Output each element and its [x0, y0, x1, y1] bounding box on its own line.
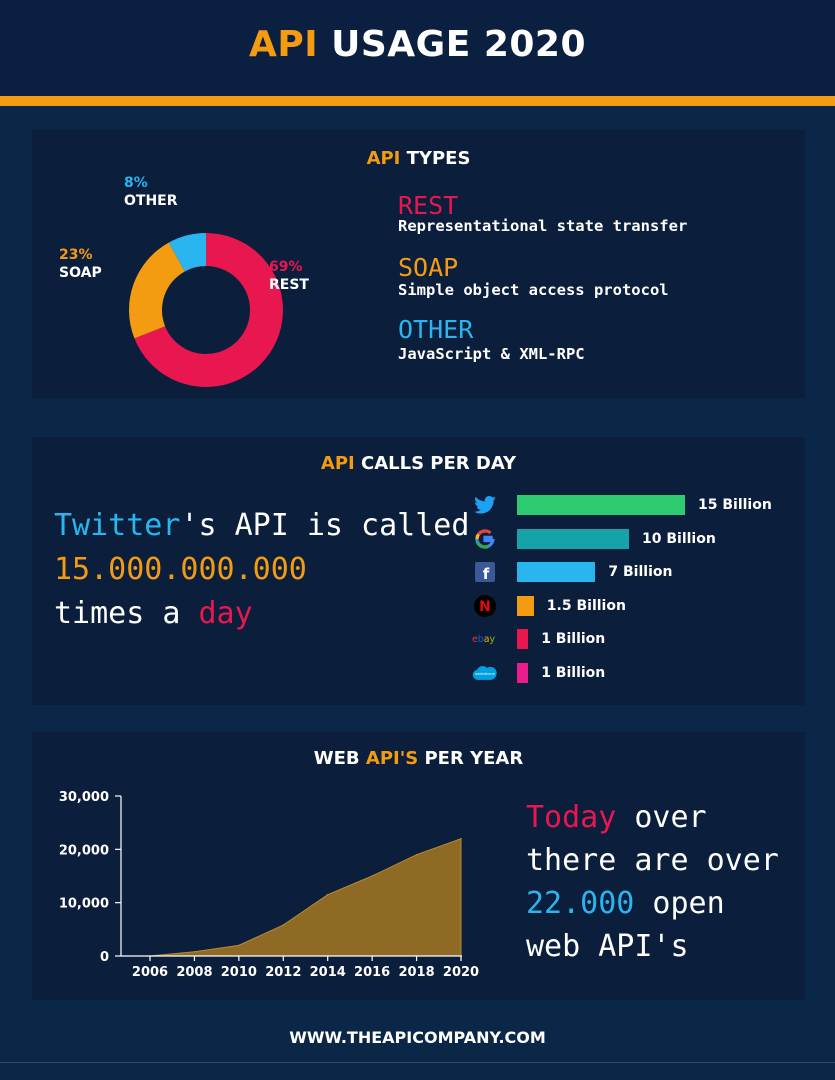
- donut-slice-other: [168, 233, 206, 272]
- web-apis-title: WEB API'S PER YEAR: [32, 748, 805, 769]
- bar-label-netflix: 1.5 Billion: [546, 597, 626, 614]
- web-text-number: 22.000: [526, 886, 635, 921]
- calls-text-day: day: [198, 596, 253, 631]
- x-tick-label: 2016: [354, 965, 390, 980]
- area-point-2020: [460, 837, 462, 840]
- x-tick-label: 2008: [176, 965, 212, 980]
- bar-facebook: [517, 562, 596, 582]
- api-calls-title-accent: API: [320, 453, 355, 474]
- calls-text-times-a: times a: [54, 596, 199, 631]
- netflix-icon: N: [472, 594, 498, 618]
- donut-label-other-name: OTHER: [124, 193, 178, 209]
- donut-slice-rest: [134, 233, 283, 387]
- legend-rest-name: REST: [398, 191, 459, 220]
- bar-twitter: [517, 495, 685, 515]
- y-tick-label: 20,000: [59, 843, 109, 858]
- donut-label-other-value: 8%: [124, 175, 148, 191]
- x-tick-label: 2010: [221, 965, 257, 980]
- area-series: [149, 837, 462, 957]
- web-apis-title-accent: API'S: [365, 748, 419, 769]
- x-tick-label: 2018: [398, 965, 434, 980]
- google-icon: [472, 527, 498, 551]
- api-calls-panel: API CALLS PER DAY Twitter's API is calle…: [32, 437, 805, 705]
- web-apis-title-pre: WEB: [313, 748, 366, 769]
- header-accent-bar: [0, 96, 835, 106]
- legend-soap-desc: Simple object access protocol: [398, 281, 669, 299]
- page-title: API USAGE 2020: [0, 24, 835, 65]
- web-text-line4: web API's: [526, 929, 689, 964]
- bar-google: [517, 528, 629, 549]
- bar-label-twitter: 15 Billion: [698, 497, 772, 513]
- web-text-over: over: [616, 800, 707, 835]
- api-types-title-accent: API: [366, 148, 401, 169]
- bar-label-salesforce: 1 Billion: [541, 664, 606, 681]
- bar-label-ebay: 1 Billion: [541, 631, 606, 647]
- bar-netflix: [517, 595, 534, 616]
- area-point-2018: [415, 853, 418, 856]
- donut-label-soap-value: 23%: [59, 247, 93, 263]
- legend-other-desc: JavaScript & XML-RPC: [398, 345, 585, 363]
- api-types-donut-chart: [129, 233, 283, 387]
- header: API USAGE 2020: [0, 0, 835, 96]
- donut-label-rest-value: 69%: [269, 259, 303, 275]
- title-rest: USAGE 2020: [318, 24, 587, 65]
- x-tick-label: 2014: [310, 965, 346, 980]
- svg-text:f: f: [483, 565, 490, 582]
- web-text-line3: 22.000 open: [526, 882, 725, 926]
- footer-url[interactable]: WWW.THEAPICOMPANY.COM: [289, 1028, 546, 1047]
- bar-salesforce: [517, 662, 529, 683]
- facebook-icon: f: [472, 560, 498, 584]
- area-point-2008: [193, 950, 196, 953]
- y-tick-label: 30,000: [59, 790, 109, 805]
- bar-label-google: 10 Billion: [642, 530, 716, 547]
- donut-label-soap-name: SOAP: [59, 265, 102, 281]
- donut-label-rest-name: REST: [269, 277, 309, 293]
- y-tick-label: 0: [100, 950, 109, 965]
- x-tick-label: 2012: [265, 965, 301, 980]
- web-text-today: Today: [526, 800, 617, 835]
- api-types-title: API TYPES: [32, 148, 805, 169]
- api-calls-title: API CALLS PER DAY: [32, 453, 805, 474]
- twitter-icon: [472, 493, 498, 517]
- salesforce-icon: salesforce: [472, 661, 498, 685]
- api-types-panel: API TYPES 8% OTHER 23% SOAP 69% REST RES…: [32, 130, 805, 398]
- area-point-2014: [326, 893, 329, 896]
- legend-other-name: OTHER: [398, 315, 474, 344]
- x-tick-label: 2020: [443, 965, 479, 980]
- calls-text-line1: Twitter's API is called: [54, 504, 469, 548]
- web-text-line1: Today over: [526, 796, 707, 840]
- svg-text:ebay: ebay: [472, 634, 495, 645]
- calls-text-is-called: 's API is called: [180, 508, 470, 543]
- web-apis-area-chart: 0 10,000 20,000 30,000 2006 2008 2010 2012 2014 2…: [59, 790, 479, 980]
- donut-slice-soap: [129, 242, 185, 339]
- calls-text-number: 15.000.000.000: [54, 552, 307, 587]
- bar-label-facebook: 7 Billion: [608, 564, 673, 580]
- api-types-title-rest: TYPES: [400, 148, 471, 169]
- title-accent: API: [248, 24, 319, 65]
- ebay-icon: ebay: [472, 627, 498, 651]
- legend-soap-name: SOAP: [398, 253, 459, 282]
- api-calls-title-rest: CALLS PER DAY: [354, 453, 517, 474]
- area-point-2010: [238, 944, 240, 947]
- svg-text:N: N: [479, 599, 491, 615]
- web-apis-title-rest: PER YEAR: [418, 748, 524, 769]
- calls-text-line3: times a day: [54, 592, 253, 636]
- legend-rest-desc: Representational state transfer: [398, 217, 688, 235]
- calls-text-twitter: Twitter: [54, 508, 181, 543]
- y-tick-label: 10,000: [59, 897, 109, 912]
- web-text-line2: there are over: [526, 843, 779, 878]
- area-point-2012: [282, 924, 285, 926]
- footer-divider: [0, 1062, 835, 1063]
- svg-text:salesforce: salesforce: [475, 671, 495, 676]
- web-apis-panel: WEB API'S PER YEAR 0 10,000 20,000 30,000 20…: [32, 732, 805, 1000]
- bar-ebay: [517, 629, 529, 649]
- x-tick-label: 2006: [132, 965, 168, 980]
- web-text-open: open: [634, 886, 725, 921]
- area-point-2016: [371, 875, 373, 877]
